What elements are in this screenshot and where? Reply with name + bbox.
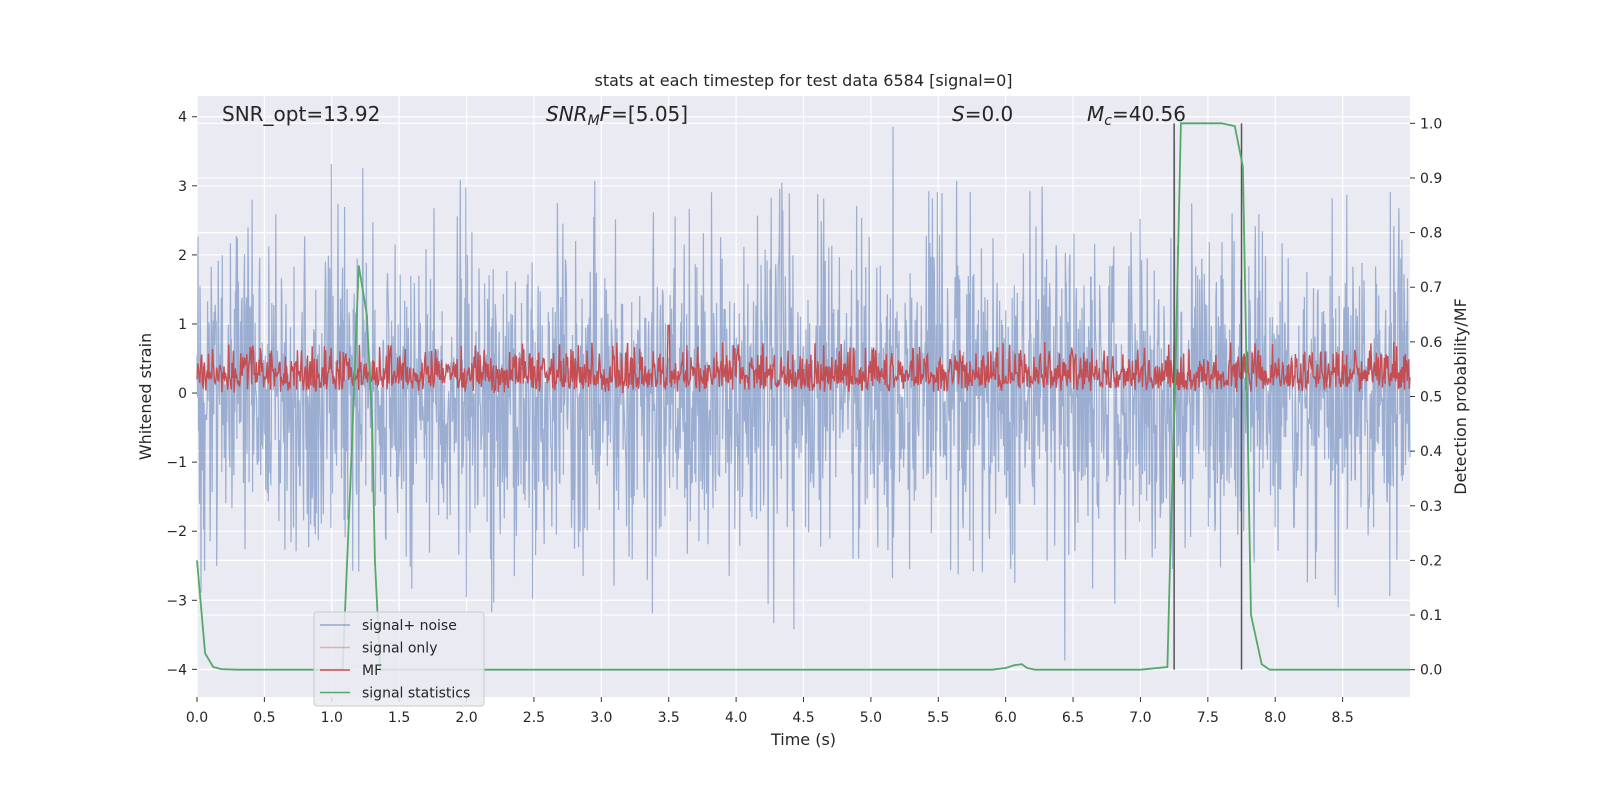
axes: 0.0 0.5 1.0 1.5 2.0 2.5 3.0 3.5 4.0 4.5 5.0 5.5 6.0 6… (166, 110, 1442, 726)
x-tick-label: 0.0 (186, 710, 208, 726)
x-tick-label: 7.0 (1129, 710, 1151, 726)
y-right-tick-label: 0.0 (1420, 663, 1442, 679)
y-left-tick-label: 0 (178, 386, 187, 402)
y-left-tick-label: 4 (178, 110, 187, 126)
x-tick-label: 4.0 (725, 710, 747, 726)
x-tick-label: 8.0 (1264, 710, 1286, 726)
legend-label: signal+ noise (362, 618, 457, 634)
y-left-tick-label: 1 (178, 317, 187, 333)
legend-label: MF (362, 663, 382, 679)
y-right-tick-label: 1.0 (1420, 116, 1442, 132)
legend-label: signal only (362, 641, 437, 657)
y-left-tick-label: −2 (166, 524, 187, 540)
x-tick-label: 6.0 (995, 710, 1017, 726)
x-tick-label: 6.5 (1062, 710, 1084, 726)
legend-label: signal statistics (362, 686, 470, 702)
annotation-text: S=0.0 (952, 102, 1013, 126)
y-right-tick-label: 0.6 (1420, 335, 1442, 351)
y-left-tick-label: 2 (178, 248, 187, 264)
y-right-tick-label: 0.4 (1420, 444, 1442, 460)
x-tick-label: 2.0 (455, 710, 477, 726)
x-tick-label: 4.5 (792, 710, 814, 726)
y-right-tick-label: 0.5 (1420, 390, 1442, 406)
annotation-text: SNRMF=[5.05] (546, 102, 688, 129)
y-axis-right-label: Detection probability/MF (1451, 298, 1470, 495)
x-tick-label: 5.0 (860, 710, 882, 726)
mf-series (196, 324, 1411, 393)
y-right-tick-label: 0.2 (1420, 553, 1442, 569)
y-right-tick-label: 0.3 (1420, 499, 1442, 515)
y-left-tick-label: 3 (178, 179, 187, 195)
x-axis-label: Time (s) (770, 730, 836, 749)
mf-line (196, 324, 1411, 393)
signal-noise-series (196, 126, 1411, 661)
x-tick-label: 1.0 (321, 710, 343, 726)
x-tick-label: 3.0 (590, 710, 612, 726)
y-right-tick-label: 0.7 (1420, 280, 1442, 296)
x-tick-label: 5.5 (927, 710, 949, 726)
x-tick-label: 1.5 (388, 710, 410, 726)
y-axis-left-label: Whitened strain (136, 333, 155, 460)
annotation-text: SNR_opt=13.92 (222, 102, 380, 126)
legend-box (313, 611, 485, 707)
signal-noise-line (196, 126, 1411, 661)
chart-title: stats at each timestep for test data 658… (594, 71, 1012, 90)
x-tick-label: 3.5 (658, 710, 680, 726)
y-right-tick-label: 0.1 (1420, 608, 1442, 624)
x-tick-label: 8.5 (1331, 710, 1353, 726)
y-right-tick-label: 0.9 (1420, 171, 1442, 187)
y-right-tick-label: 0.8 (1420, 226, 1442, 242)
legend: signal+ noise signal only MF signal statist… (313, 611, 485, 707)
x-tick-label: 0.5 (253, 710, 275, 726)
x-tick-label: 2.5 (523, 710, 545, 726)
y-left-tick-label: −4 (166, 662, 187, 678)
annotation-text: Mc=40.56 (1087, 102, 1186, 129)
y-left-tick-label: −3 (166, 593, 187, 609)
x-tick-label: 7.5 (1197, 710, 1219, 726)
annotations: SNR_opt=13.92 SNRMF=[5.05] S=0.0 Mc=40.56 (222, 102, 1186, 129)
y-left-tick-label: −1 (166, 455, 187, 471)
